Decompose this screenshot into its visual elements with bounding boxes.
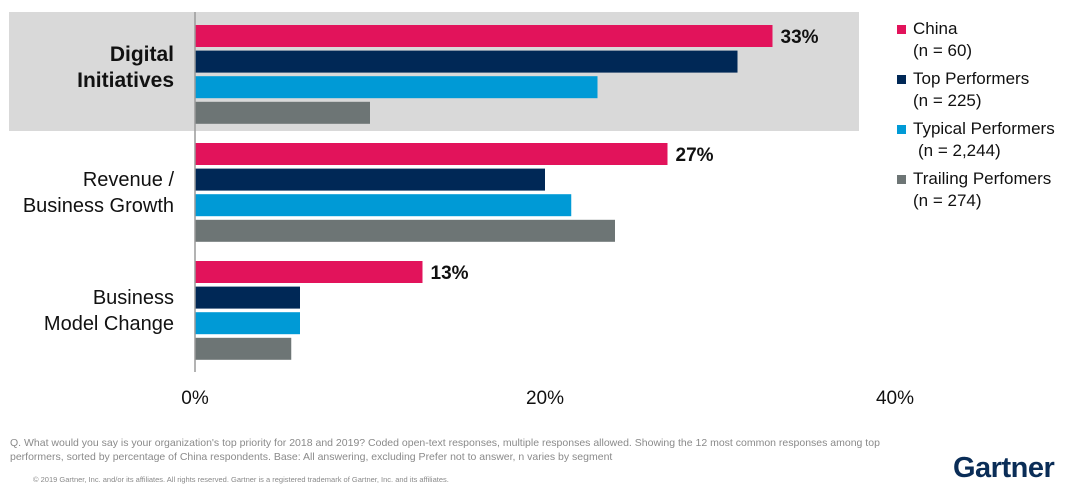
legend-swatch-trailing-performers <box>897 175 906 184</box>
legend-label-typical-performers: Typical Performers <box>913 119 1055 138</box>
bar-business-model-change-china <box>195 261 423 283</box>
category-label-digital-initiatives: Digital Initiatives <box>2 42 174 94</box>
legend-n-top-performers: (n = 225) <box>913 91 982 110</box>
bar-revenue-business-growth-top-performers <box>195 168 545 191</box>
legend: China (n = 60) Top Performers (n = 225) … <box>893 18 1078 218</box>
bar-business-model-change-trailing-perfomers <box>195 337 292 360</box>
footnote: Q. What would you say is your organizati… <box>10 437 880 463</box>
bar-digital-initiatives-china <box>195 25 773 47</box>
legend-item-top-performers: Top Performers (n = 225) <box>893 68 1078 112</box>
category-label-line: Initiatives <box>77 69 174 92</box>
data-label-revenue-business-growth: 27% <box>676 145 714 166</box>
bar-digital-initiatives-top-performers <box>195 50 738 73</box>
bar-business-model-change-top-performers <box>195 286 300 309</box>
legend-label-trailing-performers: Trailing Perfomers <box>913 169 1052 188</box>
x-tick-label-40: 40% <box>876 388 914 409</box>
bar-revenue-business-growth-china <box>195 143 668 165</box>
category-label-revenue-business-growth: Revenue / Business Growth <box>2 167 174 219</box>
legend-item-china: China (n = 60) <box>893 18 1078 62</box>
legend-swatch-china <box>897 25 906 34</box>
legend-item-typical-performers: Typical Performers (n = 2,244) <box>893 118 1078 162</box>
category-label-line: Revenue / <box>82 169 174 191</box>
bar-digital-initiatives-typical-performers <box>195 76 598 99</box>
legend-swatch-typical-performers <box>897 125 906 134</box>
legend-label-china: China <box>913 19 958 38</box>
legend-label-top-performers: Top Performers <box>913 69 1030 88</box>
category-label-line: Model Change <box>43 313 174 335</box>
legend-n-typical-performers: (n = 2,244) <box>918 141 1001 160</box>
bar-revenue-business-growth-trailing-perfomers <box>195 219 615 242</box>
bar-business-model-change-typical-performers <box>195 312 300 335</box>
category-label-line: Business Growth <box>22 195 174 217</box>
legend-n-trailing-performers: (n = 274) <box>913 191 982 210</box>
legend-item-trailing-performers: Trailing Perfomers (n = 274) <box>893 168 1078 212</box>
legend-swatch-top-performers <box>897 75 906 84</box>
x-tick-label-0: 0% <box>181 388 209 409</box>
x-tick-label-20: 20% <box>526 388 564 409</box>
data-label-digital-initiatives: 33% <box>781 27 819 48</box>
data-label-business-model-change: 13% <box>431 263 469 284</box>
gartner-logo: Gartner <box>953 452 1055 484</box>
bar-revenue-business-growth-typical-performers <box>195 194 572 217</box>
category-label-business-model-change: Business Model Change <box>2 285 174 337</box>
copyright: © 2019 Gartner, Inc. and/or its affiliat… <box>33 475 449 484</box>
bar-digital-initiatives-trailing-perfomers <box>195 101 370 124</box>
legend-n-china: (n = 60) <box>913 41 973 60</box>
category-label-line: Digital <box>109 43 174 66</box>
category-label-line: Business <box>92 287 174 309</box>
